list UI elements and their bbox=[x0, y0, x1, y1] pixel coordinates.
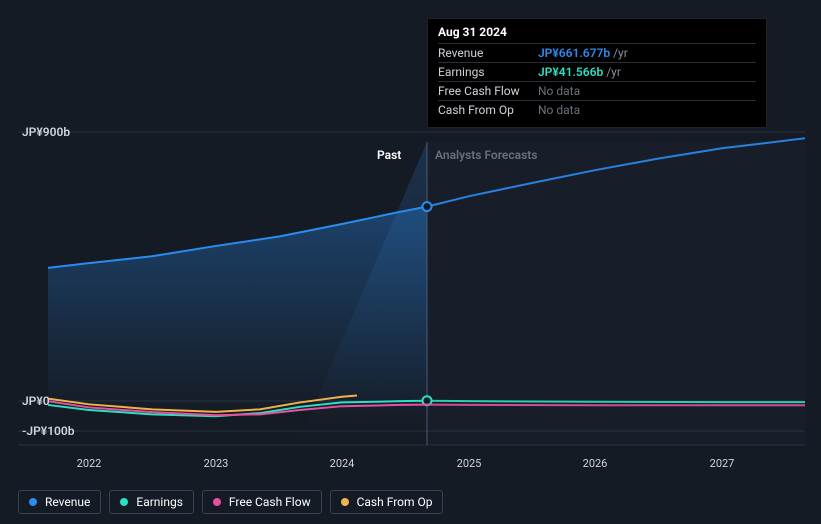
tooltip-date: Aug 31 2024 bbox=[438, 25, 756, 39]
tooltip-metric-unit: /yr bbox=[606, 65, 621, 79]
y-tick-label: -JP¥100b bbox=[22, 424, 75, 438]
tooltip-row: Free Cash FlowNo data bbox=[438, 81, 756, 100]
x-tick-label: 2024 bbox=[330, 457, 355, 470]
chart-legend: Revenue Earnings Free Cash Flow Cash From O… bbox=[18, 490, 443, 514]
legend-label: Earnings bbox=[136, 495, 183, 509]
tooltip-row: RevenueJP¥661.677b/yr bbox=[438, 43, 756, 62]
tooltip-nodata: No data bbox=[538, 84, 580, 98]
legend-swatch bbox=[341, 498, 349, 506]
tooltip-metric-value: JP¥41.566b bbox=[538, 65, 603, 79]
legend-item-revenue[interactable]: Revenue bbox=[18, 490, 101, 514]
x-tick-label: 2025 bbox=[457, 457, 482, 470]
tooltip-metric-label: Free Cash Flow bbox=[438, 84, 538, 98]
tooltip-metric-label: Revenue bbox=[438, 46, 538, 60]
tooltip-row: Cash From OpNo data bbox=[438, 100, 756, 119]
legend-item-earnings[interactable]: Earnings bbox=[109, 490, 194, 514]
y-tick-label: JP¥900b bbox=[22, 125, 70, 139]
tooltip-metric-value: JP¥661.677b bbox=[538, 46, 610, 60]
tooltip-metric-label: Earnings bbox=[438, 65, 538, 79]
legend-item-cfo[interactable]: Cash From Op bbox=[330, 490, 444, 514]
tooltip-row: EarningsJP¥41.566b/yr bbox=[438, 62, 756, 81]
legend-label: Revenue bbox=[45, 495, 90, 509]
legend-swatch bbox=[120, 498, 128, 506]
legend-label: Cash From Op bbox=[357, 495, 433, 509]
region-label-past: Past bbox=[377, 148, 401, 162]
x-tick-label: 2023 bbox=[204, 457, 229, 470]
financial-forecast-chart: JP¥900b JP¥0 -JP¥100b 2022 2023 2024 2025 2026… bbox=[0, 0, 821, 524]
x-tick-label: 2026 bbox=[583, 457, 608, 470]
tooltip-metric-label: Cash From Op bbox=[438, 103, 538, 117]
x-tick-label: 2022 bbox=[77, 457, 102, 470]
legend-item-fcf[interactable]: Free Cash Flow bbox=[202, 490, 322, 514]
legend-swatch bbox=[29, 498, 37, 506]
y-tick-label: JP¥0 bbox=[22, 394, 50, 408]
legend-label: Free Cash Flow bbox=[229, 495, 311, 509]
legend-swatch bbox=[213, 498, 221, 506]
chart-tooltip: Aug 31 2024 RevenueJP¥661.677b/yrEarning… bbox=[427, 18, 767, 128]
tooltip-metric-unit: /yr bbox=[613, 46, 628, 60]
x-tick-label: 2027 bbox=[710, 457, 735, 470]
tooltip-nodata: No data bbox=[538, 103, 580, 117]
region-label-forecast: Analysts Forecasts bbox=[435, 148, 537, 162]
